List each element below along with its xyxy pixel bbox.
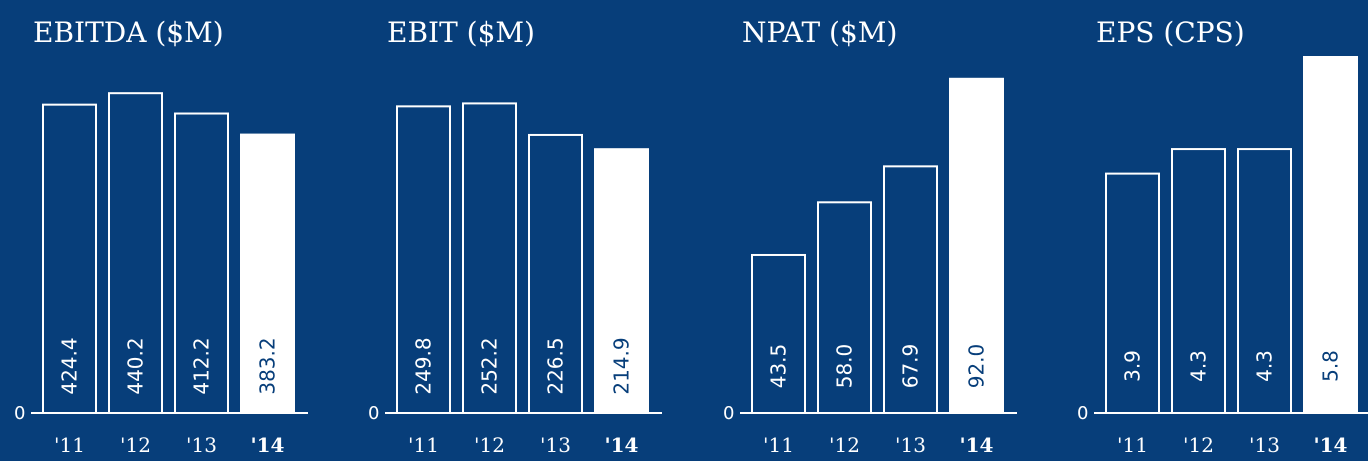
bar-value-label: 214.9 [610, 337, 634, 394]
x-tick-label: '14 [251, 433, 285, 457]
chart-panel: EPS (CPS) 0 3.9 '11 4.3 '12 4.3 '13 5.8 '14 [1077, 16, 1368, 457]
y-zero-label: 0 [1077, 403, 1088, 424]
x-tick-label: '14 [960, 433, 994, 457]
bar [1303, 56, 1358, 414]
bar [949, 77, 1004, 414]
x-tick-label: '13 [1249, 433, 1280, 457]
bar-value-label: 383.2 [256, 337, 280, 394]
chart-panel: EBITDA ($M) 0 424.4 '11 440.2 '12 412.2 '13 383.… [14, 16, 308, 457]
x-tick-label: '13 [540, 433, 571, 457]
x-tick-label: '11 [54, 433, 85, 457]
bar-value-label: 58.0 [833, 344, 857, 389]
bar-value-label: 440.2 [124, 337, 148, 394]
x-tick-label: '13 [895, 433, 926, 457]
x-tick-label: '14 [1314, 433, 1348, 457]
x-tick-label: '12 [829, 433, 860, 457]
x-tick-label: '14 [605, 433, 639, 457]
bar-value-label: 43.5 [767, 344, 791, 389]
y-zero-label: 0 [723, 403, 734, 424]
bar-value-label: 412.2 [190, 337, 214, 394]
chart-panel: NPAT ($M) 0 43.5 '11 58.0 '12 67.9 '13 92.0 '14 [723, 16, 1017, 457]
bar [240, 133, 295, 414]
y-zero-label: 0 [368, 403, 379, 424]
chart-title: EPS (CPS) [1096, 16, 1245, 49]
bar-value-label: 249.8 [412, 337, 436, 394]
bar-value-label: 92.0 [965, 344, 989, 389]
x-tick-label: '13 [186, 433, 217, 457]
x-tick-label: '11 [408, 433, 439, 457]
x-tick-label: '11 [1117, 433, 1148, 457]
chart-title: EBITDA ($M) [33, 16, 224, 49]
x-tick-label: '11 [763, 433, 794, 457]
bar-value-label: 4.3 [1187, 350, 1211, 382]
chart-panel: EBIT ($M) 0 249.8 '11 252.2 '12 226.5 '13 214.9 '… [368, 16, 662, 457]
x-tick-label: '12 [474, 433, 505, 457]
bar-value-label: 67.9 [899, 344, 923, 389]
chart-title: NPAT ($M) [742, 16, 897, 49]
bar [751, 253, 806, 414]
bar-value-label: 4.3 [1253, 350, 1277, 382]
x-tick-label: '12 [120, 433, 151, 457]
bar-value-label: 252.2 [478, 337, 502, 394]
y-zero-label: 0 [14, 403, 25, 424]
bar-value-label: 424.4 [58, 337, 82, 394]
bar-value-label: 226.5 [544, 337, 568, 394]
chart-title: EBIT ($M) [387, 16, 535, 49]
bar-value-label: 3.9 [1121, 350, 1145, 382]
bar-value-label: 5.8 [1319, 350, 1343, 382]
x-tick-label: '12 [1183, 433, 1214, 457]
